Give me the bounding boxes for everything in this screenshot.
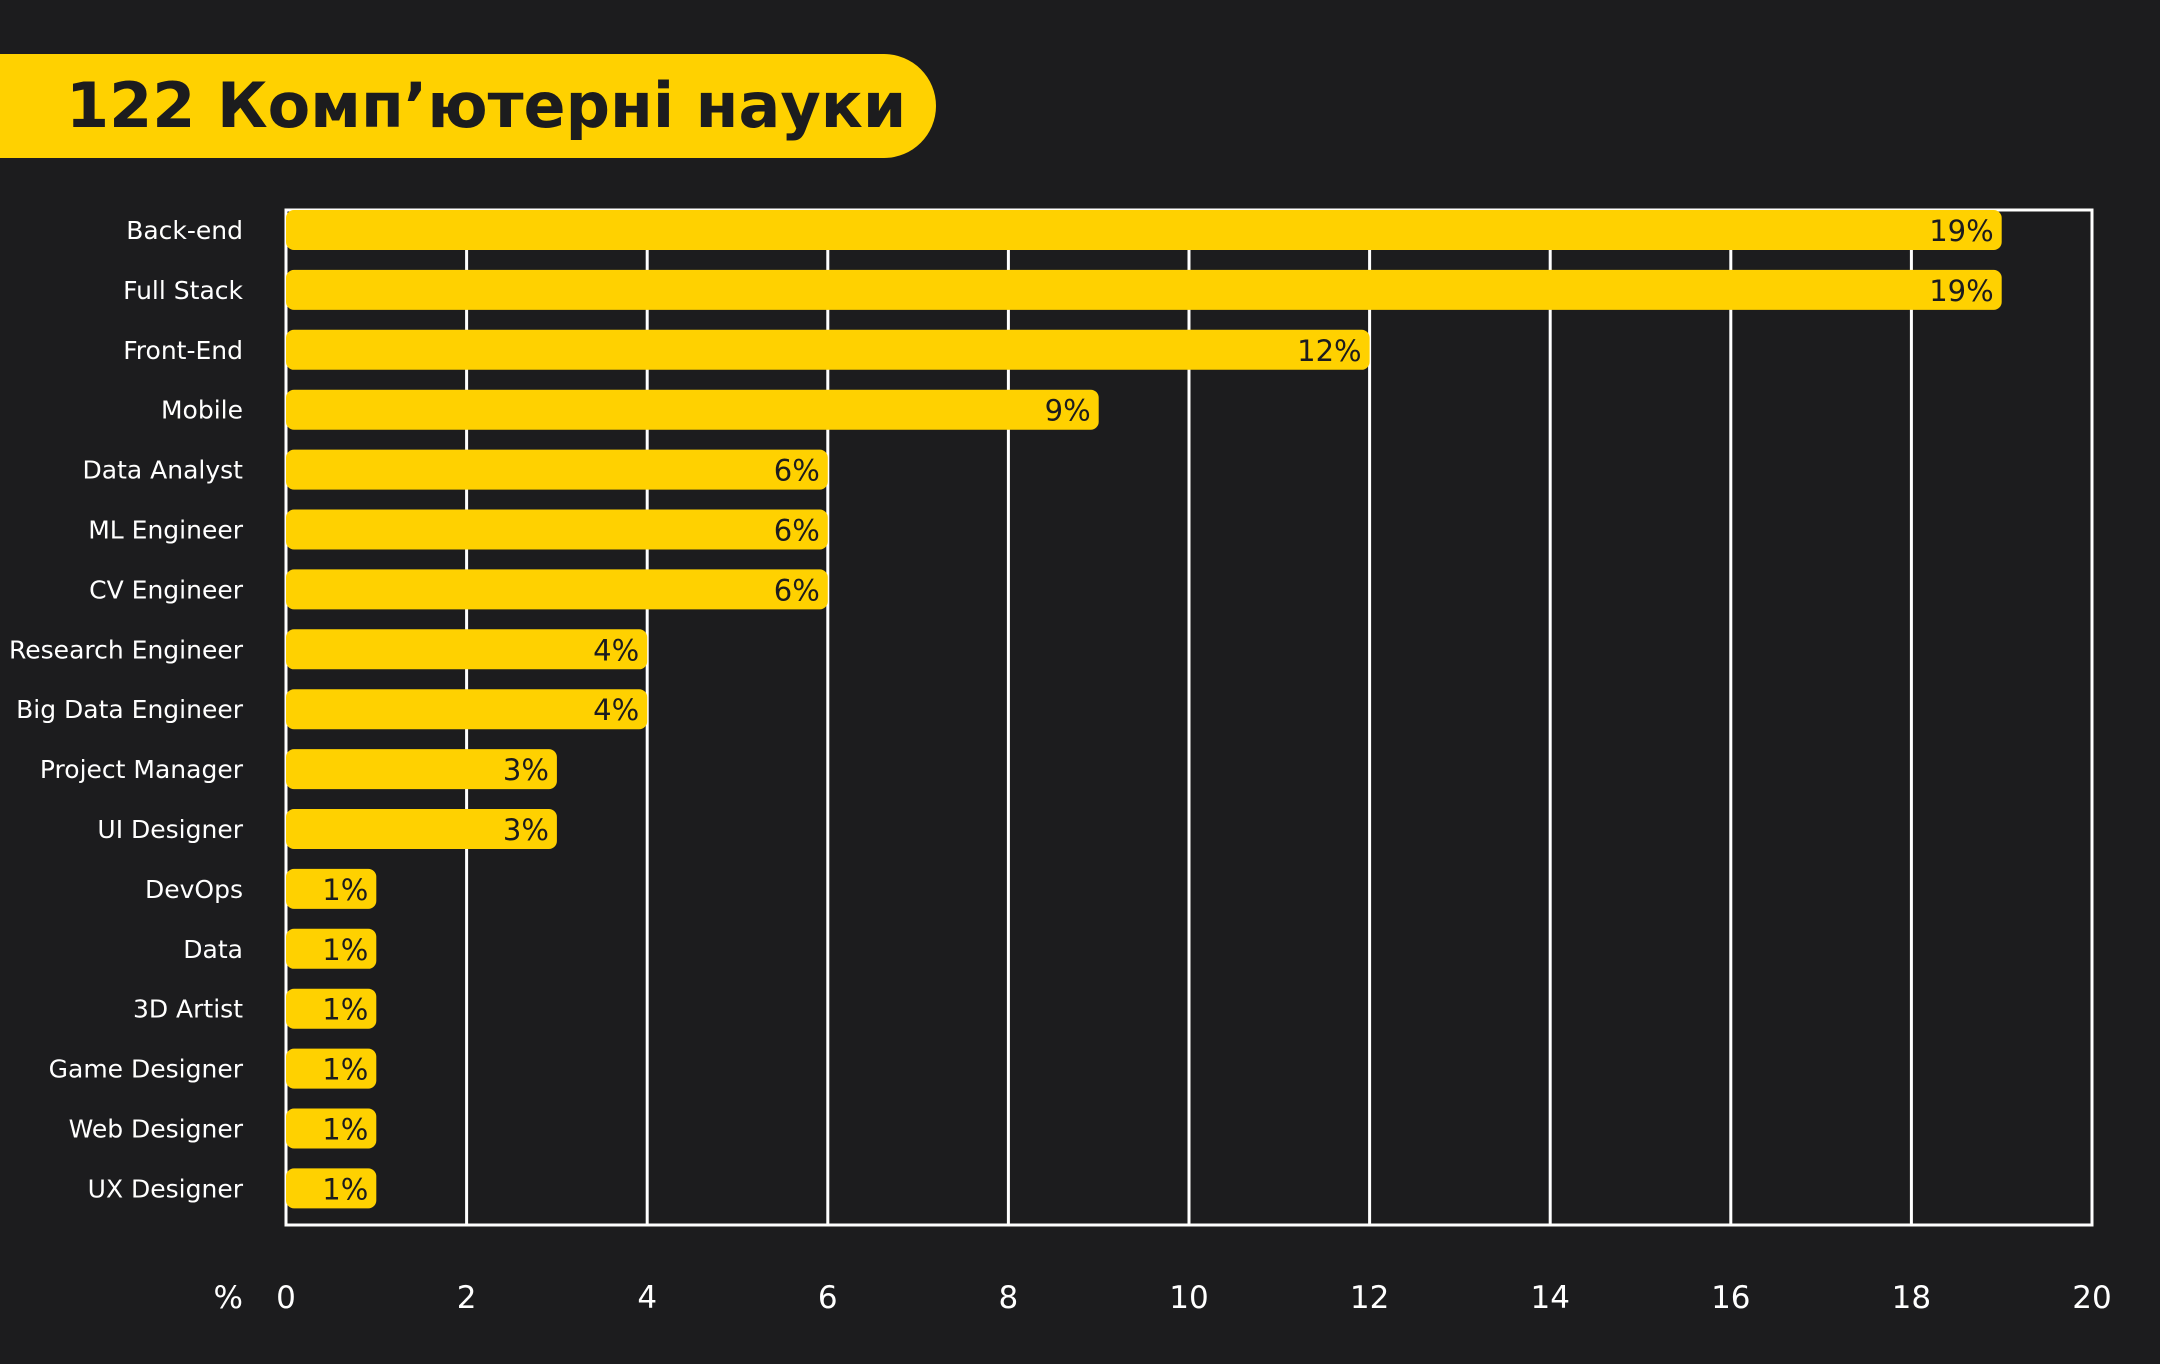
category-label: Research Engineer	[9, 635, 244, 664]
bar	[286, 569, 828, 610]
category-label: Game Designer	[49, 1055, 244, 1084]
value-label: 6%	[774, 454, 820, 488]
value-label: 1%	[322, 873, 368, 907]
x-tick-label: 12	[1350, 1280, 1389, 1316]
x-tick-label: 8	[999, 1280, 1019, 1316]
bar	[286, 389, 1099, 430]
x-tick-label: 18	[1892, 1280, 1931, 1316]
value-label: 1%	[322, 933, 368, 967]
bar	[286, 210, 2002, 250]
x-tick-label: 0	[276, 1280, 296, 1316]
category-label: DevOps	[145, 875, 243, 904]
category-label: CV Engineer	[89, 575, 244, 604]
bar	[286, 629, 648, 670]
value-label: 6%	[774, 573, 820, 607]
title-banner: 122 Комп’ютерні науки	[0, 54, 936, 158]
value-label: 6%	[774, 514, 820, 548]
bar	[286, 809, 557, 849]
x-tick-label: 2	[457, 1280, 477, 1316]
x-tick-label: 4	[637, 1280, 657, 1316]
bar	[286, 1108, 377, 1149]
category-label: Data Analyst	[83, 456, 244, 485]
value-label: 9%	[1045, 394, 1091, 428]
value-label: 3%	[503, 753, 549, 787]
category-label: Back-end	[126, 216, 243, 245]
value-label: 1%	[322, 1113, 368, 1147]
bar	[286, 868, 377, 909]
bar	[286, 1048, 377, 1089]
value-label: 1%	[322, 1053, 368, 1087]
value-label: 1%	[322, 1172, 368, 1206]
category-label: Data	[183, 935, 243, 964]
bar	[286, 449, 828, 490]
x-tick-label: 10	[1169, 1280, 1208, 1316]
value-label: 4%	[593, 633, 639, 667]
category-label: Web Designer	[69, 1115, 244, 1144]
bar	[286, 689, 648, 730]
bar	[286, 749, 557, 790]
category-label: Big Data Engineer	[16, 695, 244, 724]
x-tick-label: 16	[1711, 1280, 1750, 1316]
category-label: Mobile	[161, 396, 243, 425]
category-label: ML Engineer	[88, 516, 244, 545]
value-label: 3%	[503, 813, 549, 847]
value-label: 12%	[1297, 334, 1361, 368]
bar	[286, 928, 377, 969]
bar	[286, 329, 1370, 370]
category-label: UI Designer	[97, 815, 243, 844]
page-title: 122 Комп’ютерні науки	[66, 69, 907, 142]
value-label: 1%	[322, 993, 368, 1027]
bar	[286, 509, 828, 550]
bar	[286, 269, 2002, 310]
value-label: 4%	[593, 693, 639, 727]
x-axis-label: %	[214, 1280, 243, 1316]
value-label: 19%	[1929, 214, 1993, 248]
x-tick-label: 6	[818, 1280, 838, 1316]
category-label: UX Designer	[88, 1174, 244, 1203]
category-label: Full Stack	[123, 276, 243, 305]
category-label: 3D Artist	[133, 995, 243, 1024]
x-tick-label: 14	[1530, 1280, 1569, 1316]
value-label: 19%	[1929, 274, 1993, 308]
category-label: Front-End	[123, 336, 243, 365]
bar	[286, 988, 377, 1029]
category-label: Project Manager	[40, 755, 244, 784]
bar	[286, 1168, 377, 1209]
x-tick-label: 20	[2072, 1280, 2111, 1316]
